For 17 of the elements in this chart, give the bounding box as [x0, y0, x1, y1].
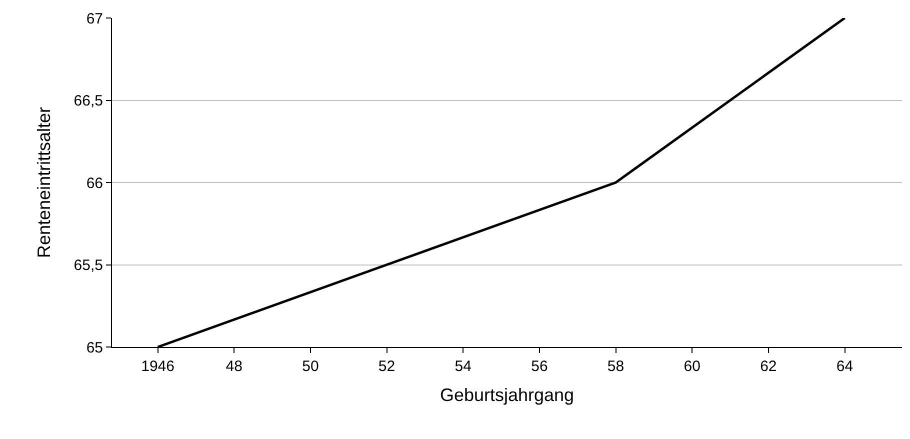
y-tick-label: 65,5: [74, 257, 103, 274]
y-tick-label: 66,5: [74, 92, 103, 110]
y-tick-label: 67: [86, 10, 103, 28]
x-tick-label: 48: [226, 358, 242, 375]
x-axis-title: Geburtsjahrgang: [440, 385, 574, 406]
x-tick-label: 1946: [141, 358, 174, 375]
y-axis-title: Renteneintrittsalter: [34, 106, 54, 258]
x-tick-label: 62: [760, 358, 777, 375]
x-tick-label: 50: [302, 358, 319, 375]
x-tick-label: 58: [607, 358, 624, 375]
x-tick-label: 56: [531, 358, 548, 375]
y-tick-label: 66: [86, 174, 103, 192]
x-tick-label: 60: [684, 358, 700, 375]
x-tick-label: 64: [836, 358, 854, 375]
x-tick-label: 54: [454, 358, 472, 375]
x-tick-label: 52: [378, 358, 396, 375]
y-tick-label: 65: [86, 339, 103, 356]
